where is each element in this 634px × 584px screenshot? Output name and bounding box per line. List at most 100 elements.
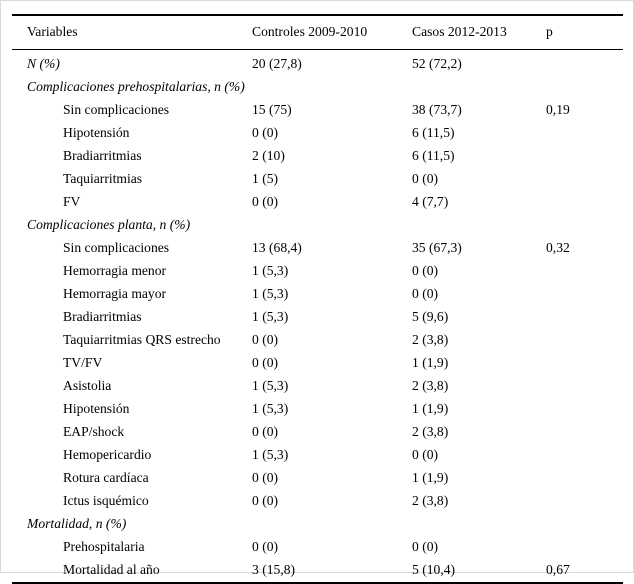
row-label: Bradiarritmias — [63, 309, 142, 324]
results-table: Variables Controles 2009-2010 Casos 2012… — [12, 14, 623, 584]
table-row: Rotura cardíaca 0 (0) 1 (1,9) — [12, 467, 623, 490]
row-label: Taquiarritmias QRS estrecho — [63, 332, 221, 347]
cell-controles: 1 (5,3) — [252, 378, 289, 393]
cell-controles: 1 (5,3) — [252, 309, 289, 324]
row-label: Prehospitalaria — [63, 539, 145, 554]
cell-p-value — [546, 444, 623, 467]
cell-casos: 0 (0) — [412, 263, 439, 278]
cell-p-value — [546, 122, 623, 145]
cell-p-value — [546, 50, 623, 77]
table-row: EAP/shock 0 (0) 2 (3,8) — [12, 421, 623, 444]
cell-casos: 0 (0) — [412, 286, 439, 301]
cell-p-value: 0,19 — [546, 102, 570, 117]
cell-controles: 0 (0) — [252, 194, 279, 209]
cell-casos: 0 (0) — [412, 447, 439, 462]
table-row: Asistolia 1 (5,3) 2 (3,8) — [12, 375, 623, 398]
cell-p-value — [546, 375, 623, 398]
cell-controles: 0 (0) — [252, 470, 279, 485]
cell-p-value — [546, 513, 623, 536]
row-label: Hemorragia mayor — [63, 286, 167, 301]
cell-controles: 1 (5,3) — [252, 401, 289, 416]
table-row: Mortalidad al año 3 (15,8) 5 (10,4) 0,67 — [12, 559, 623, 583]
cell-casos: 6 (11,5) — [412, 125, 455, 140]
row-label: Mortalidad, n (%) — [27, 516, 127, 531]
row-label: Taquiarritmias — [63, 171, 143, 186]
cell-casos: 0 (0) — [412, 171, 439, 186]
table-row: Sin complicaciones 15 (75) 38 (73,7) 0,19 — [12, 99, 623, 122]
cell-casos: 2 (3,8) — [412, 493, 449, 508]
table-body: N (%) 20 (27,8) 52 (72,2) Complicaciones pr… — [12, 50, 623, 584]
cell-p-value — [546, 398, 623, 421]
table-row: Sin complicaciones 13 (68,4) 35 (67,3) 0,32 — [12, 237, 623, 260]
cell-p-value — [546, 490, 623, 513]
cell-casos: 4 (7,7) — [412, 194, 449, 209]
cell-casos: 35 (67,3) — [412, 240, 462, 255]
cell-p-value — [546, 467, 623, 490]
cell-controles — [252, 513, 412, 536]
cell-controles: 15 (75) — [252, 102, 292, 117]
row-label: EAP/shock — [63, 424, 125, 439]
cell-controles: 3 (15,8) — [252, 562, 296, 577]
cell-controles: 2 (10) — [252, 148, 285, 163]
table-row: Bradiarritmias 1 (5,3) 5 (9,6) — [12, 306, 623, 329]
row-label: Asistolia — [63, 378, 112, 393]
column-header-controles: Controles 2009-2010 — [252, 15, 412, 50]
row-label: Mortalidad al año — [63, 562, 160, 577]
cell-p-value — [546, 168, 623, 191]
table-row: Hipotensión 1 (5,3) 1 (1,9) — [12, 398, 623, 421]
section-header-row: Mortalidad, n (%) — [12, 513, 623, 536]
row-label: Complicaciones prehospitalarias, n (%) — [27, 79, 245, 94]
table-row: Hipotensión 0 (0) 6 (11,5) — [12, 122, 623, 145]
cell-controles: 0 (0) — [252, 125, 279, 140]
table-row: Bradiarritmias 2 (10) 6 (11,5) — [12, 145, 623, 168]
row-label: Hipotensión — [63, 401, 130, 416]
table-head: Variables Controles 2009-2010 Casos 2012… — [12, 15, 623, 50]
table-row: Hemopericardio 1 (5,3) 0 (0) — [12, 444, 623, 467]
row-label: Hemopericardio — [63, 447, 152, 462]
cell-casos: 5 (10,4) — [412, 562, 456, 577]
table-row: Taquiarritmias QRS estrecho 0 (0) 2 (3,8) — [12, 329, 623, 352]
cell-p-value — [546, 536, 623, 559]
cell-casos: 1 (1,9) — [412, 355, 449, 370]
cell-p-value: 0,32 — [546, 240, 570, 255]
cell-casos: 1 (1,9) — [412, 401, 449, 416]
cell-controles: 0 (0) — [252, 355, 279, 370]
row-label: Sin complicaciones — [63, 102, 170, 117]
table-row: TV/FV 0 (0) 1 (1,9) — [12, 352, 623, 375]
cell-casos: 38 (73,7) — [412, 102, 462, 117]
table-row: Hemorragia menor 1 (5,3) 0 (0) — [12, 260, 623, 283]
cell-p-value — [546, 421, 623, 444]
cell-p-value — [546, 145, 623, 168]
cell-casos: 2 (3,8) — [412, 424, 449, 439]
cell-casos: 6 (11,5) — [412, 148, 455, 163]
cell-controles: 0 (0) — [252, 424, 279, 439]
cell-casos — [412, 76, 546, 99]
row-label: Ictus isquémico — [63, 493, 149, 508]
table-row: Hemorragia mayor 1 (5,3) 0 (0) — [12, 283, 623, 306]
cell-p-value — [546, 191, 623, 214]
cell-casos: 0 (0) — [412, 539, 439, 554]
cell-p-value — [546, 260, 623, 283]
row-label: Sin complicaciones — [63, 240, 170, 255]
cell-controles — [252, 214, 412, 237]
cell-p-value — [546, 329, 623, 352]
section-header-row: Complicaciones planta, n (%) — [12, 214, 623, 237]
row-label: TV/FV — [63, 355, 103, 370]
cell-controles: 1 (5,3) — [252, 286, 289, 301]
table-row: N (%) 20 (27,8) 52 (72,2) — [12, 50, 623, 77]
cell-p-value — [546, 76, 623, 99]
cell-controles: 1 (5,3) — [252, 447, 289, 462]
cell-casos — [412, 214, 546, 237]
cell-p-value — [546, 306, 623, 329]
cell-controles: 13 (68,4) — [252, 240, 302, 255]
cell-controles: 20 (27,8) — [252, 56, 302, 71]
cell-p-value — [546, 352, 623, 375]
table-row: Prehospitalaria 0 (0) 0 (0) — [12, 536, 623, 559]
row-label: FV — [63, 194, 81, 209]
cell-casos: 52 (72,2) — [412, 56, 462, 71]
table-row: FV 0 (0) 4 (7,7) — [12, 191, 623, 214]
cell-p-value — [546, 283, 623, 306]
row-label: Bradiarritmias — [63, 148, 142, 163]
cell-casos: 1 (1,9) — [412, 470, 449, 485]
